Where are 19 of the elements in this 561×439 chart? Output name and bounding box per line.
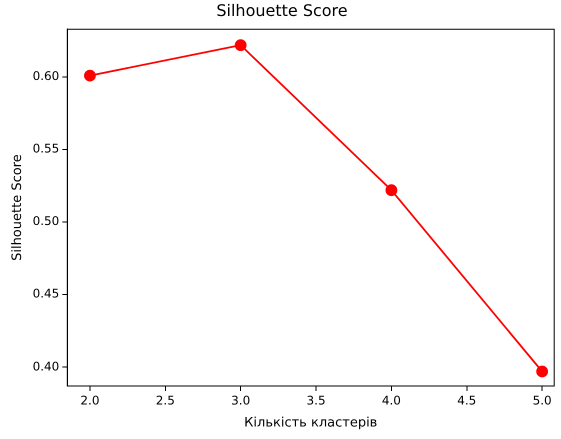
y-axis-title: Silhouette Score <box>10 154 26 261</box>
point <box>234 39 247 52</box>
y-tick-label: 0.45 <box>32 286 60 301</box>
y-tick-label: 0.60 <box>32 69 60 84</box>
x-tick-label: 2.5 <box>156 393 175 408</box>
y-tick-label: 0.55 <box>32 142 60 156</box>
chart-title: Silhouette Score <box>216 0 348 20</box>
point <box>386 184 398 196</box>
point <box>84 70 96 82</box>
x-tick-label: 4.0 <box>382 393 401 408</box>
y-tick-label: 0.40 <box>32 359 60 374</box>
x-tick-label: 5.0 <box>532 393 552 408</box>
x-tick-label: 3.5 <box>306 393 326 408</box>
y-tick-label: 0.50 <box>32 214 60 228</box>
x-tick-label: 3.0 <box>231 393 250 408</box>
point <box>536 366 548 378</box>
x-axis-title: Кількість кластерів <box>244 416 378 431</box>
x-tick-label: 4.5 <box>457 393 476 408</box>
x-tick-label: 2.0 <box>80 393 100 408</box>
